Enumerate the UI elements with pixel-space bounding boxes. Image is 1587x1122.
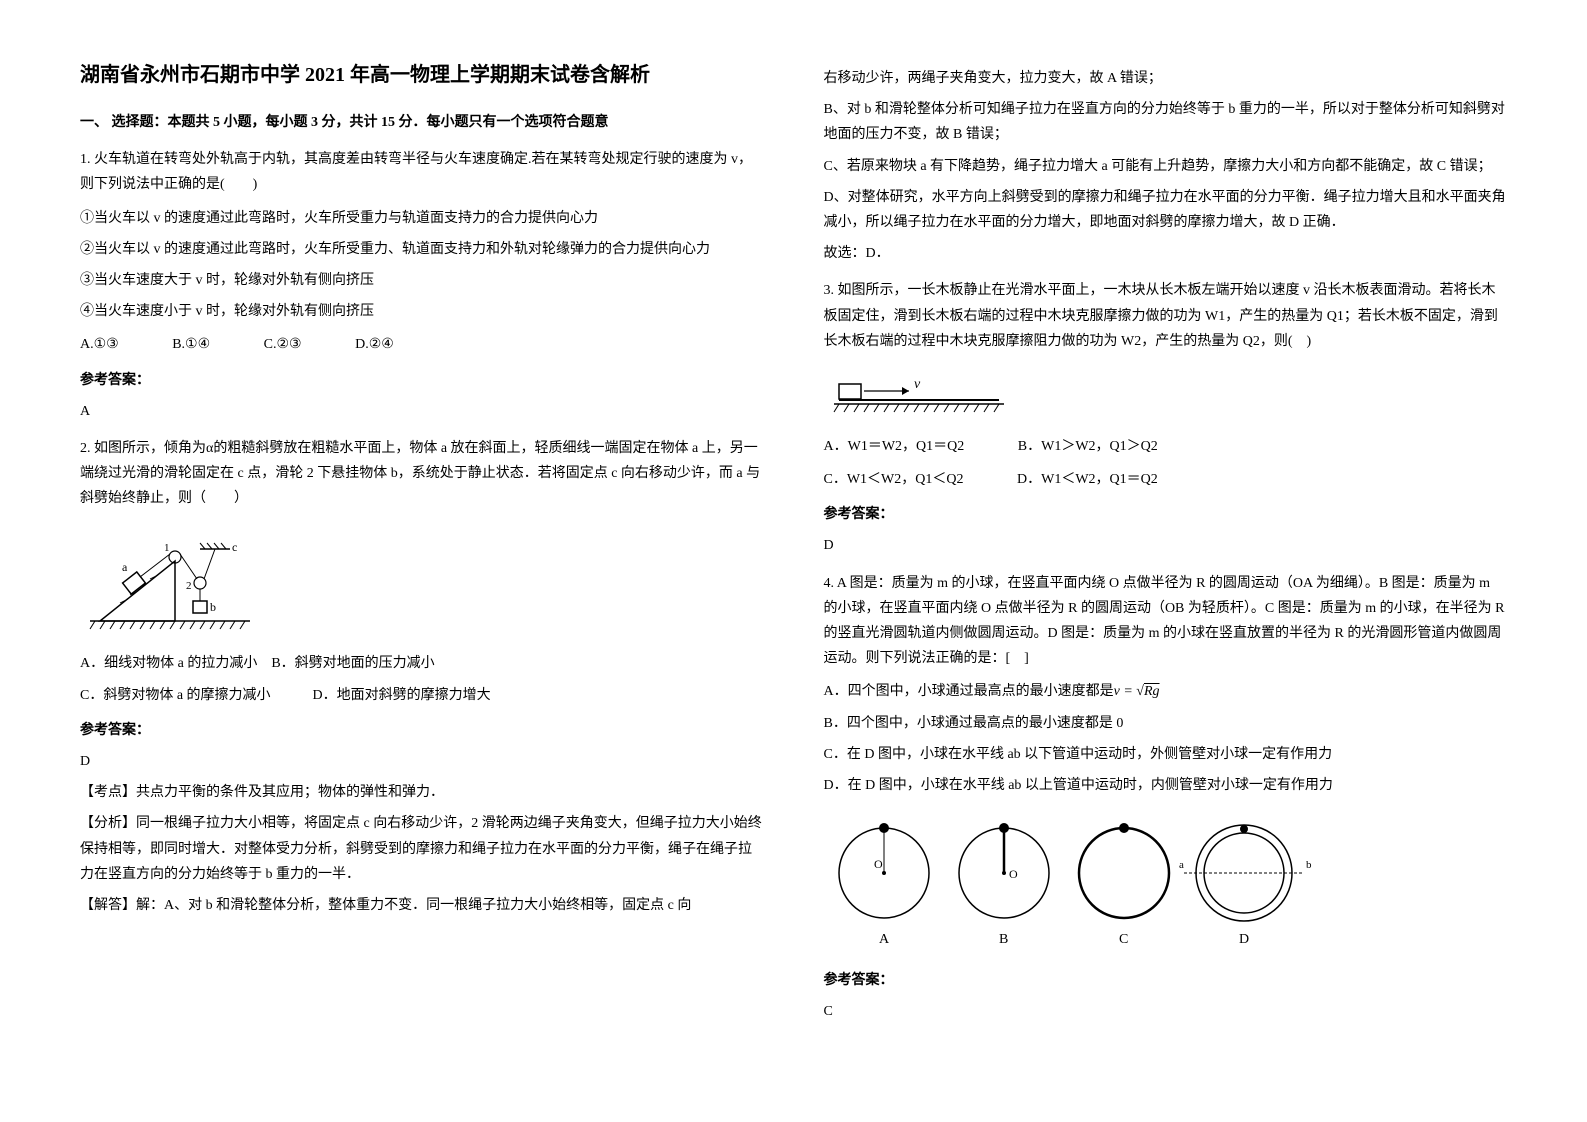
q1-choice-d: D.②④ (355, 332, 394, 357)
q4-label-c: C (1119, 932, 1128, 947)
q3-stem: 3. 如图所示，一长木板静止在光滑水平面上，一木块从长木板左端开始以速度 v 沿… (824, 278, 1508, 354)
q2-opt-ab: A．细线对物体 a 的拉力减小 B．斜劈对地面的压力减小 (80, 651, 764, 676)
q4-label-a: A (879, 932, 890, 947)
q1-choice-a: A.①③ (80, 332, 119, 357)
q2-analysis3: 【解答】解：A、对 b 和滑轮整体分析，整体重力不变．同一根绳子拉力大小始终相等… (80, 893, 764, 918)
q2-cont2: B、对 b 和滑轮整体分析可知绳子拉力在竖直方向的分力始终等于 b 重力的一半，… (824, 97, 1508, 147)
q4-label-d: D (1239, 932, 1249, 947)
q1-opt3: ③当火车速度大于 v 时，轮缘对外轨有侧向挤压 (80, 268, 764, 293)
q2-stem: 2. 如图所示，倾角为α的粗糙斜劈放在粗糙水平面上，物体 a 放在斜面上，轻质细… (80, 436, 764, 512)
q3-label-v: v (914, 377, 921, 392)
section-header: 一、 选择题：本题共 5 小题，每小题 3 分，共计 15 分．每小题只有一个选… (80, 110, 764, 135)
q1-choices: A.①③ B.①④ C.②③ D.②④ (80, 332, 764, 357)
q4-opt-d: D．在 D 图中，小球在水平线 ab 以上管道中运动时，内侧管壁对小球一定有作用… (824, 773, 1508, 798)
q3-choice-b: B．W1＞W2，Q1＞Q2 (1018, 434, 1158, 459)
q2-cont4: D、对整体研究，水平方向上斜劈受到的摩擦力和绳子拉力在水平面的分力平衡．绳子拉力… (824, 185, 1508, 235)
q2-label-a: a (122, 560, 128, 574)
q3-choice-a: A．W1＝W2，Q1＝Q2 (824, 434, 965, 459)
question-1: 1. 火车轨道在转弯处外轨高于内轨，其高度差由转弯半径与火车速度确定.若在某转弯… (80, 147, 764, 424)
question-4: 4. A 图是：质量为 m 的小球，在竖直平面内绕 O 点做半径为 R 的圆周运… (824, 571, 1508, 1025)
q4-label-o-a: O (874, 857, 883, 871)
q4-figure: O A O B C (824, 808, 1508, 958)
q4-label-b: B (999, 932, 1008, 947)
q2-cont3: C、若原来物块 a 有下降趋势，绳子拉力增大 a 可能有上升趋势，摩擦力大小和方… (824, 154, 1508, 179)
q3-answer-label: 参考答案： (824, 502, 1508, 527)
q2-label-c: c (232, 540, 237, 554)
q3-choice-c: C．W1＜W2，Q1＜Q2 (824, 467, 964, 492)
q4-formula: v = √Rg (1114, 684, 1160, 699)
q1-answer-label: 参考答案： (80, 368, 764, 393)
q4-label-o-b: O (1009, 867, 1018, 881)
q2-figure: a 1 c 2 (80, 521, 764, 641)
q2-cont1: 右移动少许，两绳子夹角变大，拉力变大，故 A 错误； (824, 66, 1508, 91)
q2-cont5: 故选：D． (824, 241, 1508, 266)
q4-stem: 4. A 图是：质量为 m 的小球，在竖直平面内绕 O 点做半径为 R 的圆周运… (824, 571, 1508, 672)
q1-opt4: ④当火车速度小于 v 时，轮缘对外轨有侧向挤压 (80, 299, 764, 324)
q1-answer: A (80, 399, 764, 424)
q4-label-db: b (1306, 859, 1312, 871)
q3-choice-d: D．W1＜W2，Q1＝Q2 (1017, 467, 1158, 492)
q3-choices-cd: C．W1＜W2，Q1＜Q2 D．W1＜W2，Q1＝Q2 (824, 467, 1508, 492)
left-column: 湖南省永州市石期市中学 2021 年高一物理上学期期末试卷含解析 一、 选择题：… (50, 60, 794, 1062)
q2-analysis1: 【考点】共点力平衡的条件及其应用；物体的弹性和弹力． (80, 780, 764, 805)
document-title: 湖南省永州市石期市中学 2021 年高一物理上学期期末试卷含解析 (80, 60, 764, 90)
q4-opta-prefix: A．四个图中，小球通过最高点的最小速度都是 (824, 684, 1114, 699)
q1-opt1: ①当火车以 v 的速度通过此弯路时，火车所受重力与轨道面支持力的合力提供向心力 (80, 206, 764, 231)
q4-label-da: a (1179, 859, 1184, 871)
q2-label-b: b (210, 600, 216, 614)
question-3: 3. 如图所示，一长木板静止在光滑水平面上，一木块从长木板左端开始以速度 v 沿… (824, 278, 1508, 558)
q2-answer-label: 参考答案： (80, 718, 764, 743)
q4-opt-a: A．四个图中，小球通过最高点的最小速度都是v = √Rg (824, 679, 1508, 704)
q1-stem: 1. 火车轨道在转弯处外轨高于内轨，其高度差由转弯半径与火车速度确定.若在某转弯… (80, 147, 764, 197)
q4-opt-c: C．在 D 图中，小球在水平线 ab 以下管道中运动时，外侧管壁对小球一定有作用… (824, 742, 1508, 767)
q2-answer: D (80, 749, 764, 774)
q3-choices-ab: A．W1＝W2，Q1＝Q2 B．W1＞W2，Q1＞Q2 (824, 434, 1508, 459)
q4-opt-b: B．四个图中，小球通过最高点的最小速度都是 0 (824, 711, 1508, 736)
q2-label-1: 1 (164, 542, 170, 554)
q1-opt2: ②当火车以 v 的速度通过此弯路时，火车所受重力、轨道面支持力和外轨对轮缘弹力的… (80, 237, 764, 262)
q1-choice-c: C.②③ (264, 332, 302, 357)
question-2: 2. 如图所示，倾角为α的粗糙斜劈放在粗糙水平面上，物体 a 放在斜面上，轻质细… (80, 436, 764, 918)
q1-choice-b: B.①④ (172, 332, 210, 357)
q3-figure: v (824, 364, 1508, 424)
q2-analysis2: 【分析】同一根绳子拉力大小相等，将固定点 c 向右移动少许，2 滑轮两边绳子夹角… (80, 811, 764, 887)
right-column: 右移动少许，两绳子夹角变大，拉力变大，故 A 错误； B、对 b 和滑轮整体分析… (794, 60, 1538, 1062)
q4-answer: C (824, 999, 1508, 1024)
q4-answer-label: 参考答案： (824, 968, 1508, 993)
q2-label-2: 2 (186, 580, 192, 592)
q3-answer: D (824, 533, 1508, 558)
q2-opt-cd: C．斜劈对物体 a 的摩擦力减小 D．地面对斜劈的摩擦力增大 (80, 683, 764, 708)
